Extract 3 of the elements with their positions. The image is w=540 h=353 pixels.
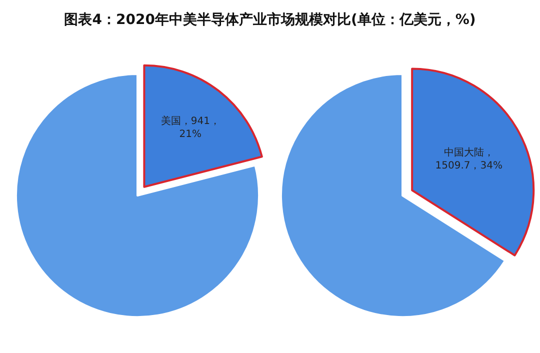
- slice-label: 美国，941， 21%: [160, 114, 220, 140]
- chart-title: 图表4：2020年中美半导体产业市场规模对比(单位：亿美元，%): [64, 10, 476, 28]
- slice-label: 中国大陆， 1509.7，34%: [435, 146, 502, 172]
